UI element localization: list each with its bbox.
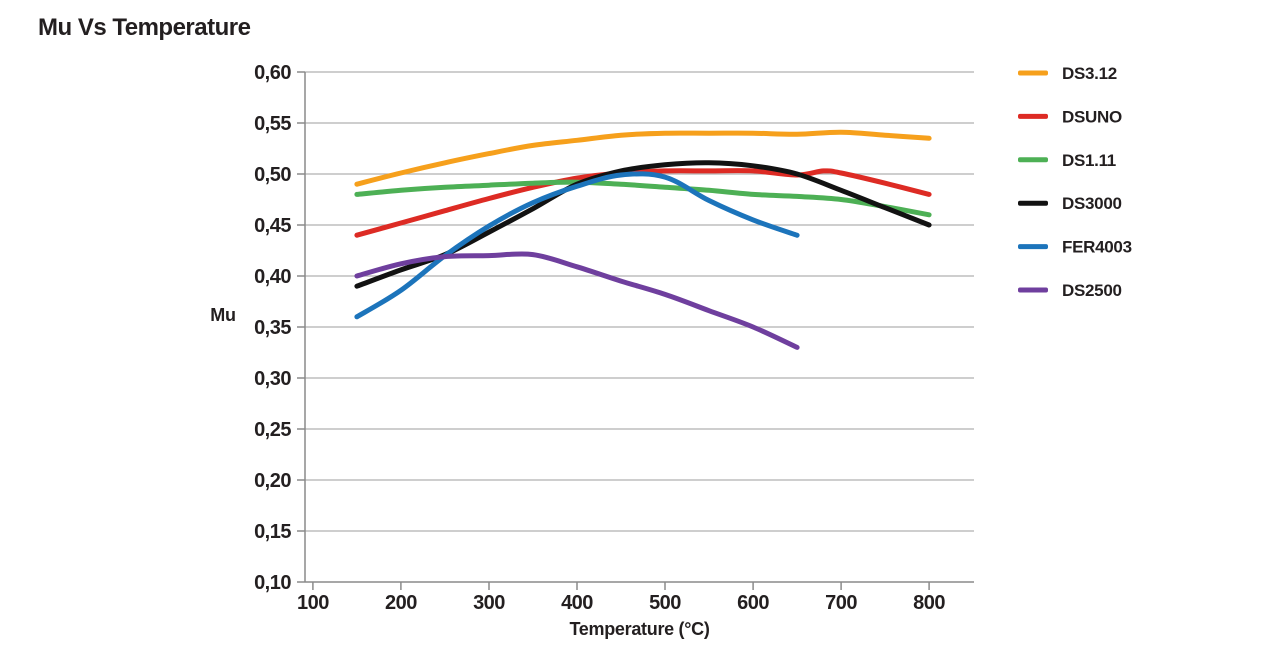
curve-fer4003 xyxy=(354,171,800,320)
legend-label-ds3-12: DS3.12 xyxy=(1062,64,1117,83)
y-tick-label: 0,20 xyxy=(254,470,291,492)
curve-ds1-11 xyxy=(354,179,932,218)
legend-swatch-dsuno xyxy=(1018,113,1048,119)
x-tick-label: 800 xyxy=(913,592,945,614)
y-tick-label: 0,40 xyxy=(254,266,291,288)
legend-label-ds1-11: DS1.11 xyxy=(1062,151,1116,170)
y-tick-label: 0,30 xyxy=(254,368,291,390)
legend-label-ds3000: DS3000 xyxy=(1062,194,1122,213)
x-tick-label: 400 xyxy=(561,592,593,614)
legend-swatch-ds2500 xyxy=(1018,287,1048,293)
y-tick-label: 0,35 xyxy=(254,317,291,339)
x-tick-label: 600 xyxy=(737,592,769,614)
x-tick-label: 100 xyxy=(297,592,329,614)
legend-label-ds2500: DS2500 xyxy=(1062,281,1122,300)
legend-swatch-fer4003 xyxy=(1018,244,1048,250)
x-tick-label: 300 xyxy=(473,592,505,614)
legend-label-fer4003: FER4003 xyxy=(1062,238,1132,257)
y-tick-label: 0,55 xyxy=(254,113,291,135)
curve-ds3-12 xyxy=(354,129,932,187)
x-axis-title: Temperature (°C) xyxy=(569,619,709,639)
y-tick-label: 0,60 xyxy=(254,62,291,84)
y-tick-label: 0,45 xyxy=(254,215,291,237)
x-tick-label: 700 xyxy=(825,592,857,614)
curve-dsuno xyxy=(354,168,932,238)
x-tick-label: 200 xyxy=(385,592,417,614)
curve-ds2500 xyxy=(354,251,800,350)
legend-swatch-ds1-11 xyxy=(1018,157,1048,163)
x-tick-label: 500 xyxy=(649,592,681,614)
y-tick-label: 0,50 xyxy=(254,164,291,186)
y-tick-label: 0,25 xyxy=(254,419,291,441)
y-tick-label: 0,15 xyxy=(254,521,291,543)
y-axis-title: Mu xyxy=(210,305,235,325)
legend-label-dsuno: DSUNO xyxy=(1062,107,1122,126)
legend-swatch-ds3-12 xyxy=(1018,70,1048,76)
y-tick-label: 0,10 xyxy=(254,572,291,594)
page-title: Mu Vs Temperature xyxy=(38,14,251,41)
legend-swatch-ds3000 xyxy=(1018,200,1048,206)
